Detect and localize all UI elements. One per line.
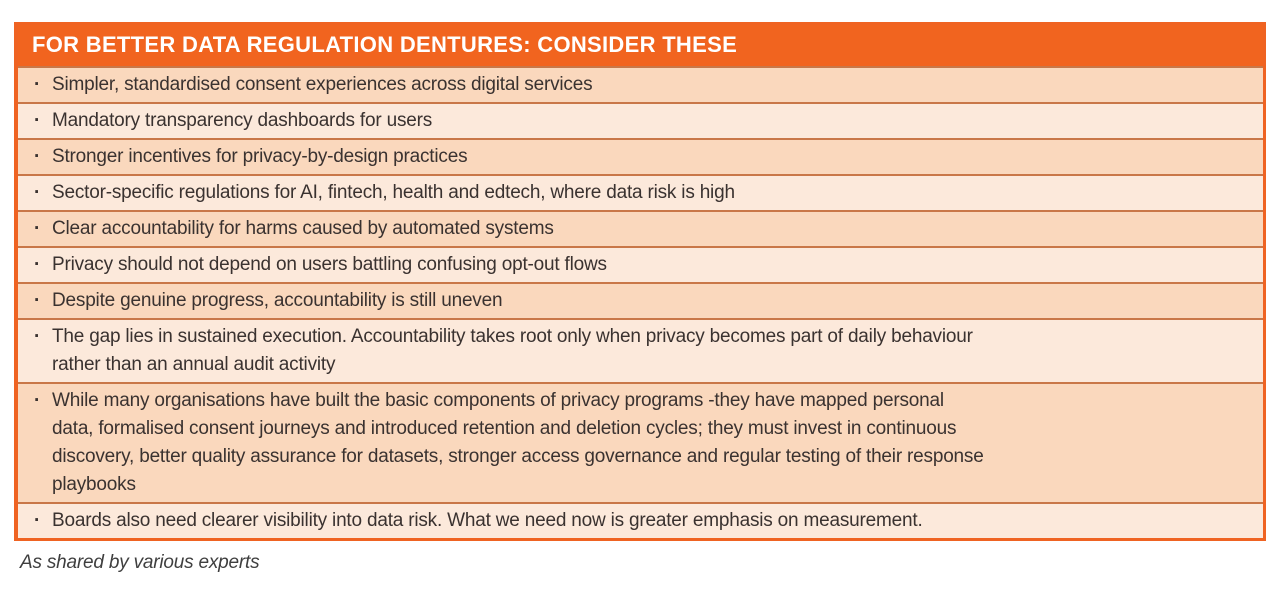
list-item-text: The gap lies in sustained execution. Acc… [52, 326, 973, 375]
list-item: · Despite genuine progress, accountabili… [18, 282, 1263, 318]
bullet-icon: · [34, 74, 41, 95]
source-attribution: As shared by various experts [20, 552, 260, 573]
list-item-text: Mandatory transparency dashboards for us… [52, 110, 433, 131]
list-item-text: Simpler, standardised consent experience… [52, 74, 593, 95]
bullet-icon: · [34, 290, 41, 311]
list-item: · Privacy should not depend on users bat… [18, 246, 1263, 282]
bullet-icon: · [34, 390, 41, 411]
bullet-icon: · [34, 254, 41, 275]
list-item: · Mandatory transparency dashboards for … [18, 102, 1263, 138]
infographic-table: FOR BETTER DATA REGULATION DENTURES: CON… [14, 22, 1266, 541]
list-item: · Boards also need clearer visibility in… [18, 502, 1263, 538]
bullet-icon: · [34, 146, 41, 167]
bullet-icon: · [34, 510, 41, 531]
table-title: FOR BETTER DATA REGULATION DENTURES: CON… [18, 25, 1263, 66]
list-item: · Simpler, standardised consent experien… [18, 66, 1263, 102]
list-item: · Sector-specific regulations for AI, fi… [18, 174, 1263, 210]
list-item: · While many organisations have built th… [18, 382, 1263, 502]
list-item-text: Privacy should not depend on users battl… [52, 254, 607, 275]
list-item: · Stronger incentives for privacy-by-des… [18, 138, 1263, 174]
list-item-text: Sector-specific regulations for AI, fint… [52, 182, 735, 203]
bullet-icon: · [34, 182, 41, 203]
list-item-text: Boards also need clearer visibility into… [52, 510, 923, 531]
list-item-text: While many organisations have built the … [52, 390, 984, 495]
bullet-icon: · [34, 326, 41, 347]
list-item-text: Clear accountability for harms caused by… [52, 218, 554, 239]
bullet-icon: · [34, 218, 41, 239]
list-item: · The gap lies in sustained execution. A… [18, 318, 1263, 382]
list-item-text: Stronger incentives for privacy-by-desig… [52, 146, 468, 167]
bullet-icon: · [34, 110, 41, 131]
list-item: · Clear accountability for harms caused … [18, 210, 1263, 246]
list-item-text: Despite genuine progress, accountability… [52, 290, 503, 311]
